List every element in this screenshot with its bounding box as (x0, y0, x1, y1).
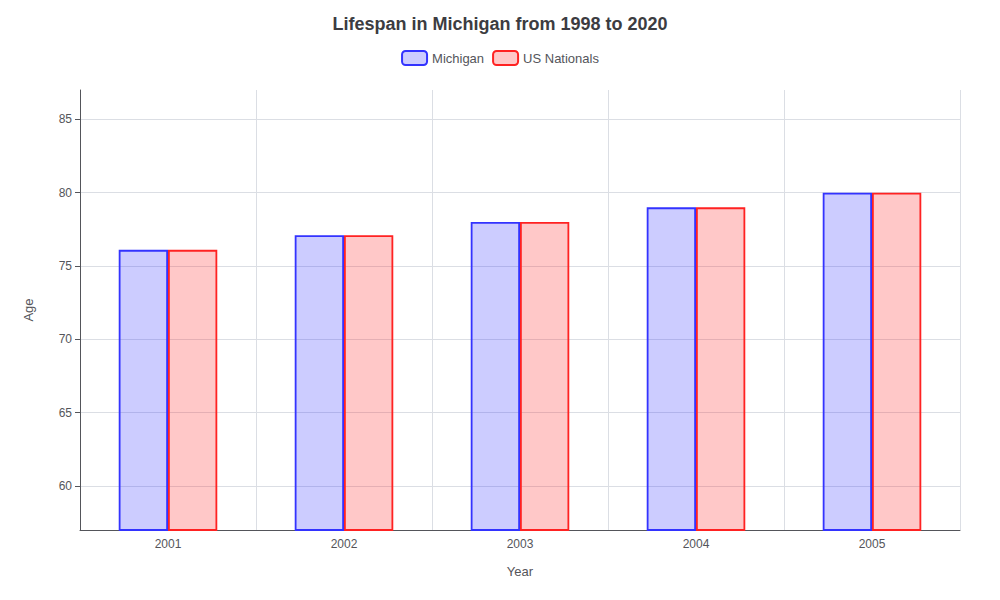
svg-text:2001: 2001 (155, 537, 182, 551)
svg-text:65: 65 (59, 406, 73, 420)
svg-text:2003: 2003 (507, 537, 534, 551)
svg-text:US Nationals: US Nationals (523, 51, 599, 66)
svg-text:80: 80 (59, 186, 73, 200)
svg-text:2004: 2004 (683, 537, 710, 551)
svg-text:Lifespan in Michigan from 1998: Lifespan in Michigan from 1998 to 2020 (332, 14, 667, 34)
svg-text:Michigan: Michigan (432, 51, 484, 66)
svg-text:Age: Age (21, 298, 36, 321)
svg-text:70: 70 (59, 332, 73, 346)
svg-text:85: 85 (59, 112, 73, 126)
svg-text:Year: Year (507, 564, 534, 579)
svg-text:2002: 2002 (331, 537, 358, 551)
svg-text:60: 60 (59, 479, 73, 493)
svg-text:2005: 2005 (859, 537, 886, 551)
svg-text:75: 75 (59, 259, 73, 273)
